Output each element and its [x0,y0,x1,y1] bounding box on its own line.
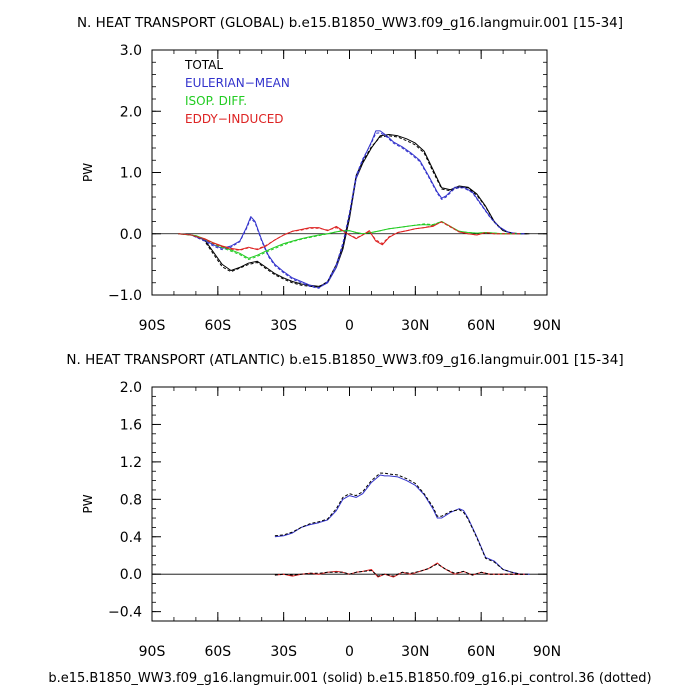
legend-entry: EULERIAN−MEAN [185,76,290,90]
y-tick-label: 1.0 [120,166,142,182]
y-tick-label: −1.0 [108,288,142,304]
x-tick-label: 60N [467,318,495,334]
x-tick-label: 60S [204,644,231,660]
legend-entry: TOTAL [184,58,223,72]
legend-entry: EDDY−INDUCED [185,112,284,126]
y-tick-label: 3.0 [120,43,142,59]
y-tick-label: −0.4 [108,605,142,621]
series-line-eddy-induced [178,221,521,251]
series-line-isop-diff-control [178,221,521,260]
series-line-total-control [178,135,530,288]
x-tick-label: 90S [139,318,166,334]
x-tick-label: 30N [401,318,429,334]
x-tick-label: 30N [401,644,429,660]
y-axis-label: PW [81,494,95,513]
x-tick-label: 0 [345,318,354,334]
chart-panel-2: N. HEAT TRANSPORT (ATLANTIC) b.e15.B1850… [66,352,623,660]
x-tick-label: 30S [270,318,297,334]
chart-title: N. HEAT TRANSPORT (GLOBAL) b.e15.B1850_W… [77,15,623,31]
series-line-eulerian-mean [178,130,526,289]
x-tick-label: 30S [270,644,297,660]
y-tick-label: 0.8 [120,492,142,508]
series-line-eulerian-mean-control [274,472,530,575]
figure-footer-caption: b.e15.B1850_WW3.f09_g16.langmuir.001 (so… [48,671,651,686]
x-tick-label: 90N [533,644,561,660]
series-line-eddy-induced-control [178,221,521,251]
x-tick-label: 0 [345,644,354,660]
chart-title: N. HEAT TRANSPORT (ATLANTIC) b.e15.B1850… [66,352,623,368]
series-line-eulerian-mean [274,474,530,575]
y-tick-label: 1.2 [120,455,142,471]
y-tick-label: 1.6 [120,417,142,433]
y-tick-label: 0.0 [120,567,142,583]
x-tick-label: 60N [467,644,495,660]
series-line-isop-diff [178,221,521,259]
plot-frame [151,386,548,622]
series-line-eddy-induced [274,562,526,578]
chart-panel-1: N. HEAT TRANSPORT (GLOBAL) b.e15.B1850_W… [77,15,623,334]
series-line-eulerian-mean-control [178,132,526,289]
x-tick-label: 60S [204,318,231,334]
legend-entry: ISOP. DIFF. [185,94,247,108]
y-tick-label: 0.4 [120,530,142,546]
x-tick-label: 90S [139,644,166,660]
x-tick-label: 90N [533,318,561,334]
y-tick-label: 0.0 [120,227,142,243]
series-line-total [178,134,530,287]
y-tick-label: 2.0 [120,380,142,396]
y-axis-label: PW [81,163,95,182]
y-tick-label: 2.0 [120,104,142,120]
series-line-eddy-induced-control [274,563,526,577]
